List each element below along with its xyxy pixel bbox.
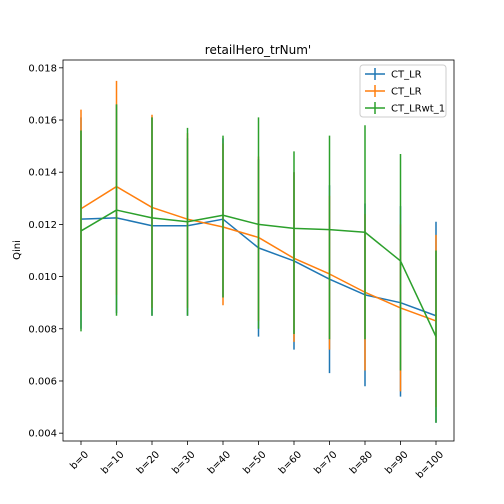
legend-label: CT_LR <box>391 70 422 81</box>
legend-item: CT_LR <box>365 85 422 98</box>
y-tick-label: 0.010 <box>28 272 57 283</box>
legend-label: CT_LR <box>391 87 422 98</box>
y-tick-label: 0.008 <box>28 324 57 335</box>
series-group <box>80 104 437 423</box>
y-axis-label: Qini <box>12 240 23 260</box>
y-tick-label: 0.012 <box>28 220 57 231</box>
legend-label: CT_LRwt_1 <box>391 104 445 115</box>
y-tick-label: 0.004 <box>28 429 57 440</box>
plot-area <box>80 80 437 423</box>
legend-item: CT_LRwt_1 <box>365 102 445 115</box>
y-tick-label: 0.016 <box>28 116 57 127</box>
legend-item: CT_LR <box>365 68 422 81</box>
chart-title: retailHero_trNum' <box>205 43 311 57</box>
legend: CT_LR CT_LR CT_LRwt_1 <box>359 64 447 118</box>
y-tick-label: 0.014 <box>28 168 57 179</box>
series-line <box>80 209 437 337</box>
y-tick-label: 0.006 <box>28 376 57 387</box>
y-tick-label: 0.018 <box>28 63 57 74</box>
legend-box <box>359 64 447 118</box>
